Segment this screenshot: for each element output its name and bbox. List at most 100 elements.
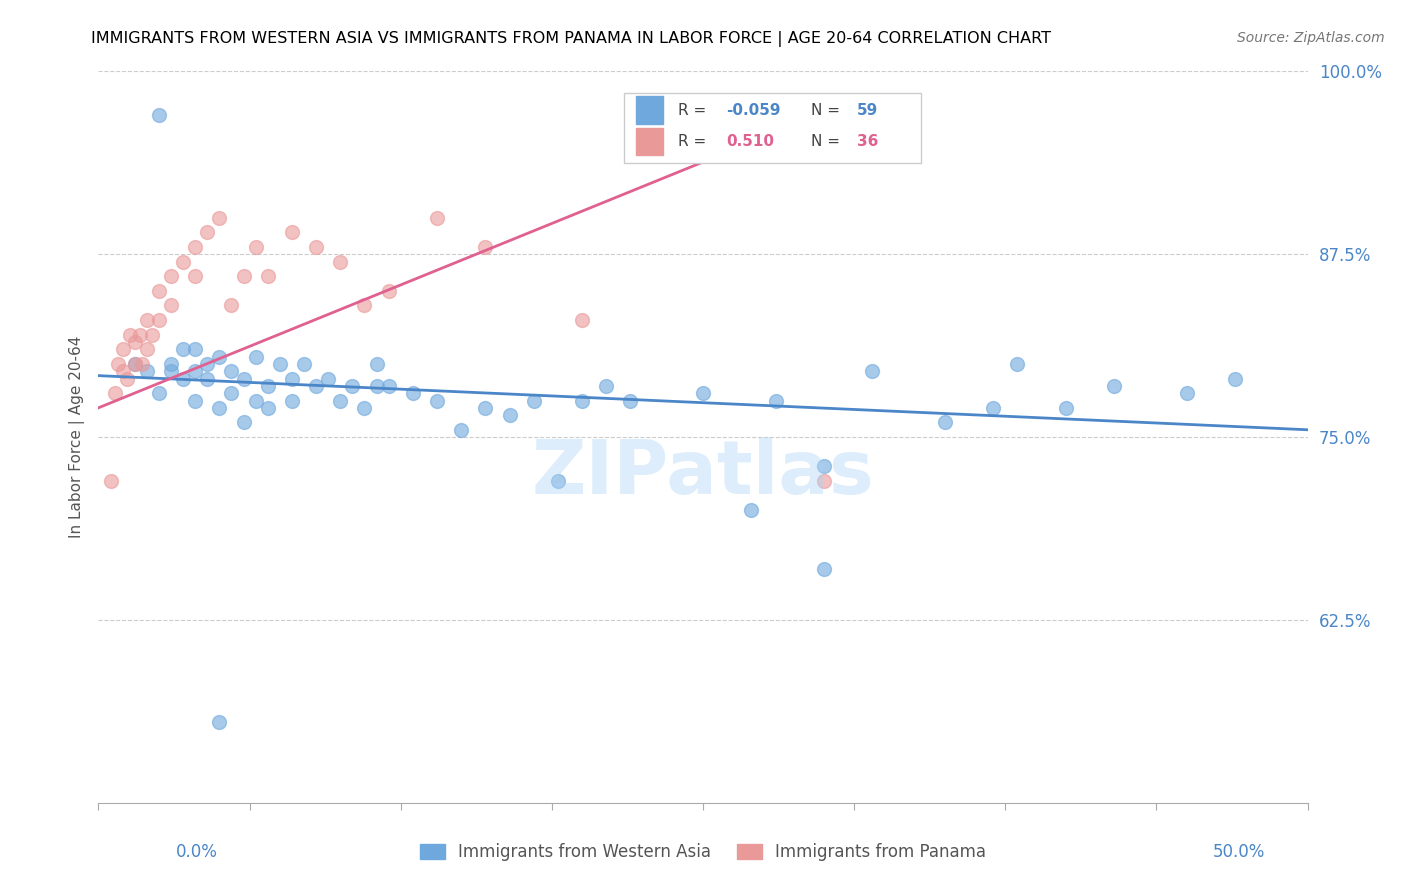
- Point: [571, 313, 593, 327]
- Point: [160, 357, 183, 371]
- Point: [245, 240, 267, 254]
- Text: ZIPatlas: ZIPatlas: [531, 437, 875, 510]
- Point: [305, 240, 328, 254]
- Point: [124, 334, 146, 349]
- Point: [124, 357, 146, 371]
- Point: [281, 393, 304, 408]
- Point: [184, 364, 207, 378]
- Point: [269, 357, 291, 371]
- Point: [111, 343, 134, 357]
- Point: [208, 401, 231, 415]
- Text: N =: N =: [811, 103, 845, 119]
- Point: [256, 269, 278, 284]
- Point: [765, 393, 787, 408]
- Point: [160, 269, 183, 284]
- Point: [135, 364, 157, 378]
- Point: [160, 298, 183, 312]
- Point: [426, 211, 449, 225]
- Point: [172, 371, 194, 385]
- Point: [135, 313, 157, 327]
- FancyBboxPatch shape: [637, 128, 664, 155]
- Text: 50.0%: 50.0%: [1213, 843, 1265, 861]
- Point: [118, 327, 141, 342]
- Point: [281, 371, 304, 385]
- Point: [245, 393, 267, 408]
- Point: [474, 401, 496, 415]
- Point: [329, 393, 352, 408]
- Point: [148, 386, 170, 401]
- Point: [1054, 401, 1077, 415]
- Point: [184, 343, 207, 357]
- Point: [135, 343, 157, 357]
- Point: [342, 379, 364, 393]
- Text: -0.059: -0.059: [725, 103, 780, 119]
- Point: [292, 357, 315, 371]
- FancyBboxPatch shape: [624, 94, 921, 163]
- Point: [195, 357, 218, 371]
- Point: [184, 240, 207, 254]
- Point: [172, 254, 194, 268]
- Point: [934, 416, 956, 430]
- Point: [111, 364, 134, 378]
- Point: [232, 416, 254, 430]
- Point: [692, 386, 714, 401]
- Point: [117, 371, 139, 385]
- Text: 0.0%: 0.0%: [176, 843, 218, 861]
- Point: [184, 393, 207, 408]
- Point: [813, 459, 835, 474]
- Text: 0.510: 0.510: [725, 134, 773, 149]
- Point: [104, 386, 127, 401]
- Point: [1175, 386, 1198, 401]
- Point: [316, 371, 339, 385]
- Point: [329, 254, 352, 268]
- Point: [571, 393, 593, 408]
- Point: [195, 371, 218, 385]
- Point: [1223, 371, 1246, 385]
- Point: [377, 284, 399, 298]
- Text: IMMIGRANTS FROM WESTERN ASIA VS IMMIGRANTS FROM PANAMA IN LABOR FORCE | AGE 20-6: IMMIGRANTS FROM WESTERN ASIA VS IMMIGRAN…: [91, 31, 1052, 47]
- Point: [184, 269, 207, 284]
- Point: [148, 108, 170, 122]
- Point: [377, 379, 399, 393]
- Point: [195, 225, 218, 239]
- Point: [860, 364, 883, 378]
- Point: [160, 364, 183, 378]
- Point: [366, 357, 388, 371]
- Point: [100, 474, 122, 488]
- Point: [353, 298, 375, 312]
- Point: [124, 357, 146, 371]
- Point: [813, 474, 835, 488]
- Point: [402, 386, 425, 401]
- Text: 36: 36: [856, 134, 877, 149]
- Text: Source: ZipAtlas.com: Source: ZipAtlas.com: [1237, 31, 1385, 45]
- Point: [281, 225, 304, 239]
- Point: [474, 240, 496, 254]
- Y-axis label: In Labor Force | Age 20-64: In Labor Force | Age 20-64: [69, 336, 84, 538]
- Point: [221, 364, 243, 378]
- Point: [232, 371, 254, 385]
- Point: [523, 393, 546, 408]
- Point: [172, 343, 194, 357]
- Point: [619, 393, 641, 408]
- Point: [148, 284, 170, 298]
- Point: [208, 211, 231, 225]
- FancyBboxPatch shape: [637, 96, 664, 124]
- Text: R =: R =: [678, 134, 710, 149]
- Point: [547, 474, 569, 488]
- Point: [1102, 379, 1125, 393]
- Point: [221, 298, 243, 312]
- Point: [128, 327, 150, 342]
- Point: [208, 715, 231, 730]
- Legend: Immigrants from Western Asia, Immigrants from Panama: Immigrants from Western Asia, Immigrants…: [413, 837, 993, 868]
- Text: N =: N =: [811, 134, 845, 149]
- Point: [366, 379, 388, 393]
- Point: [426, 393, 449, 408]
- Point: [595, 379, 617, 393]
- Point: [1007, 357, 1029, 371]
- Point: [305, 379, 328, 393]
- Point: [813, 562, 835, 576]
- Point: [148, 313, 170, 327]
- Point: [232, 269, 254, 284]
- Point: [208, 350, 231, 364]
- Point: [256, 379, 278, 393]
